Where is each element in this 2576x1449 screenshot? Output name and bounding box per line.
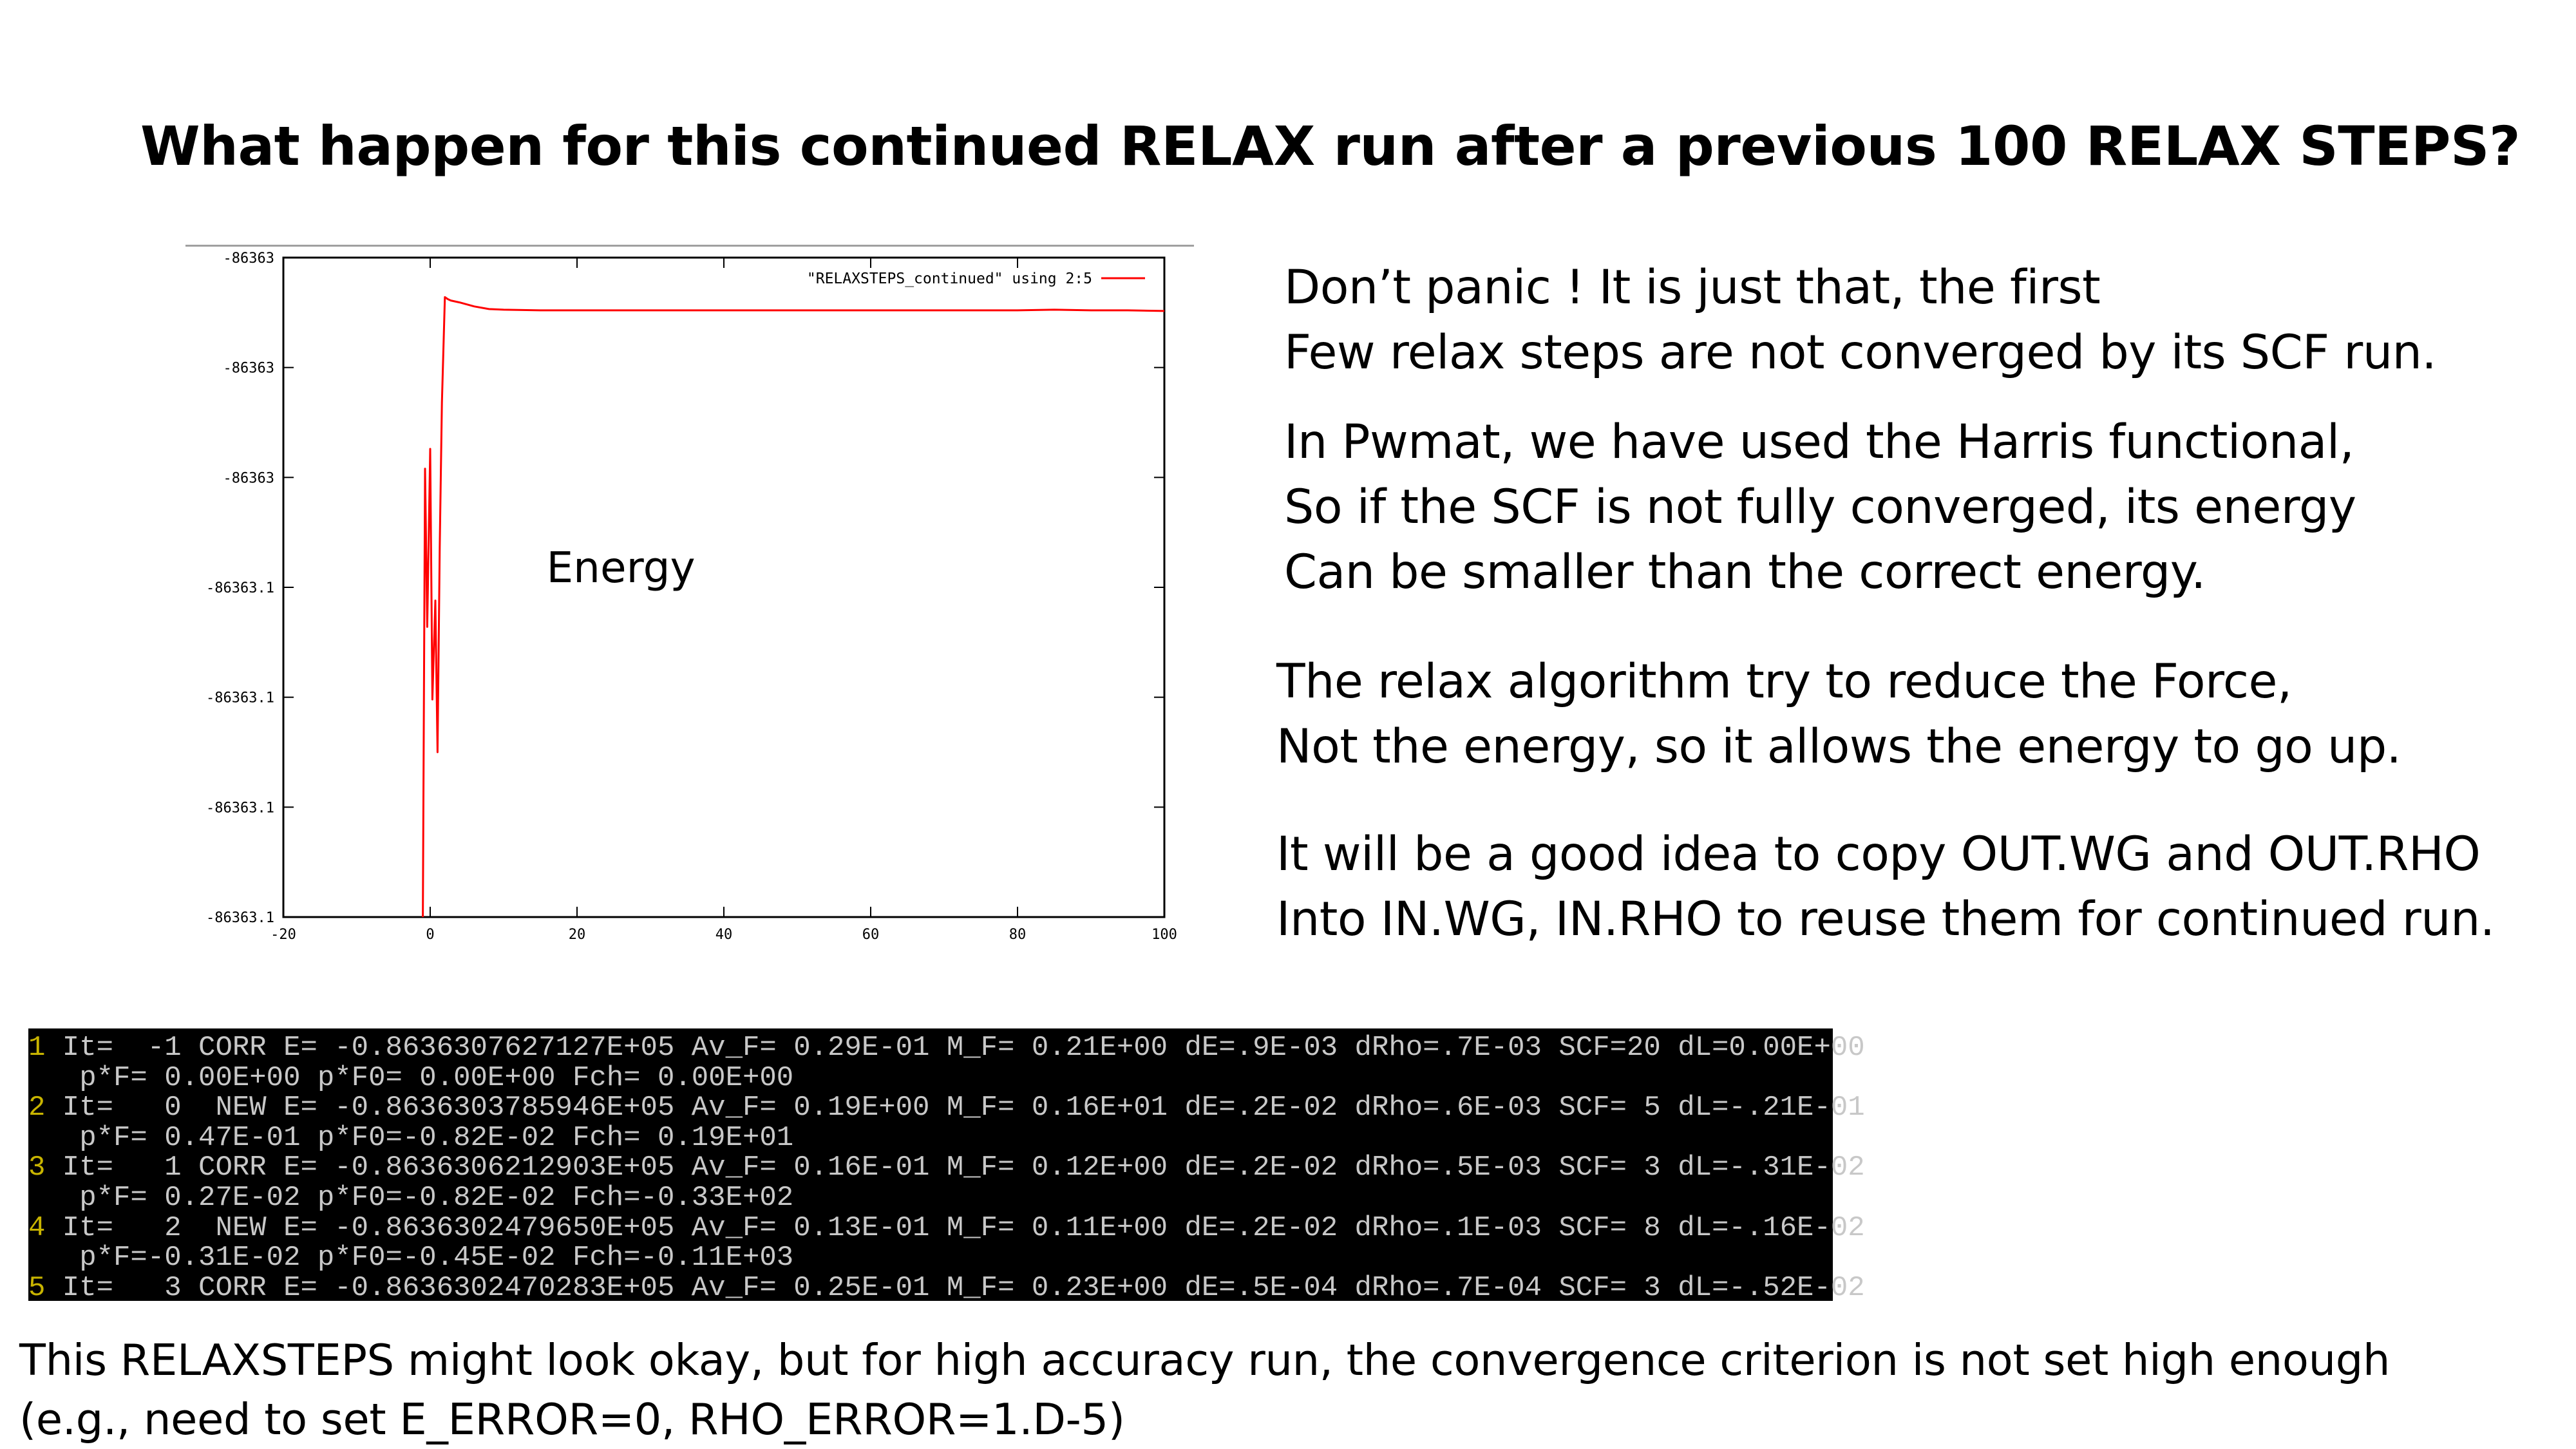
footer-line: (e.g., need to set E_ERROR=0, RHO_ERROR=… [19, 1394, 1125, 1444]
line-text: It= 0 NEW E= -0.8636303785946E+05 Av_F= … [45, 1092, 1865, 1124]
y-tick-label: -86363.1 [206, 690, 274, 706]
line-number: 3 [28, 1151, 46, 1184]
x-tick-label: 100 [1151, 927, 1177, 943]
terminal-line: 1 It= -1 CORR E= -0.8636307627127E+05 Av… [28, 1032, 1865, 1064]
line-number: 4 [28, 1211, 46, 1244]
paragraph-line: Can be smaller than the correct energy. [1284, 545, 2206, 600]
x-tick-label: -20 [270, 927, 296, 943]
terminal-line: p*F= 0.47E-01 p*F0=-0.82E-02 Fch= 0.19E+… [28, 1121, 1833, 1154]
x-tick-label: 0 [426, 927, 434, 943]
terminal-line: p*F= 0.27E-02 p*F0=-0.82E-02 Fch=-0.33E+… [28, 1183, 1833, 1213]
energy-annotation: Energy [546, 543, 695, 592]
plot-frame [282, 256, 1166, 918]
line-text: It= 2 NEW E= -0.8636302479650E+05 Av_F= … [45, 1211, 1865, 1244]
y-tick-label: -86363 [223, 251, 274, 267]
paragraph-line: Into IN.WG, IN.RHO to reuse them for con… [1276, 892, 2495, 947]
paragraph-line: In Pwmat, we have used the Harris functi… [1284, 415, 2354, 469]
x-tick-label: 80 [1009, 927, 1027, 943]
paragraph-line: So if the SCF is not fully converged, it… [1284, 480, 2356, 535]
plot-top-rule [185, 245, 1194, 247]
paragraph-relax-algorithm: The relax algorithm try to reduce the Fo… [1276, 649, 2401, 779]
paragraph-line: The relax algorithm try to reduce the Fo… [1276, 654, 2292, 709]
line-text: It= 1 CORR E= -0.8636306212903E+05 Av_F=… [45, 1151, 1865, 1184]
line-text: p*F= 0.00E+00 p*F0= 0.00E+00 Fch= 0.00E+… [62, 1061, 794, 1094]
footer-note: This RELAXSTEPS might look okay, but for… [19, 1331, 2390, 1449]
line-text: It= 3 CORR E= -0.8636302470283E+05 Av_F=… [45, 1271, 1865, 1304]
paragraph-dont-panic: Don’t panic ! It is just that, the first… [1284, 255, 2437, 385]
line-number: 5 [28, 1271, 46, 1304]
energy-plot: -20 0 20 40 60 80 100 -86363 -86363 -86363 -86363.… [206, 251, 1177, 943]
line-number: 1 [28, 1032, 46, 1064]
footer-line: This RELAXSTEPS might look okay, but for… [19, 1335, 2391, 1385]
paragraph-line: Not the energy, so it allows the energy … [1276, 719, 2401, 774]
line-number: 2 [28, 1092, 46, 1124]
terminal-line: p*F=-0.31E-02 p*F0=-0.45E-02 Fch=-0.11E+… [28, 1243, 1833, 1273]
terminal-line: 4 It= 2 NEW E= -0.8636302479650E+05 Av_F… [28, 1211, 1865, 1244]
terminal-line: 5 It= 3 CORR E= -0.8636302470283E+05 Av_… [28, 1271, 1865, 1304]
paragraph-line: Don’t panic ! It is just that, the first [1284, 260, 2101, 315]
y-tick-label: -86363.1 [206, 910, 274, 926]
terminal-line: 3 It= 1 CORR E= -0.8636306212903E+05 Av_… [28, 1151, 1865, 1184]
terminal-line: 2 It= 0 NEW E= -0.8636303785946E+05 Av_F… [28, 1092, 1865, 1124]
line-text: p*F= 0.27E-02 p*F0=-0.82E-02 Fch=-0.33E+… [62, 1181, 794, 1214]
y-tick-label: -86363 [223, 361, 274, 377]
x-tick-label: 40 [715, 927, 733, 943]
terminal-output: 1 It= -1 CORR E= -0.8636307627127E+05 Av… [28, 1028, 1865, 1304]
y-tick-label: -86363.1 [206, 800, 274, 816]
line-text: p*F=-0.31E-02 p*F0=-0.45E-02 Fch=-0.11E+… [62, 1242, 794, 1274]
y-tick-label: -86363.1 [206, 580, 274, 596]
line-text: p*F= 0.47E-01 p*F0=-0.82E-02 Fch= 0.19E+… [62, 1121, 794, 1154]
paragraph-line: It will be a good idea to copy OUT.WG an… [1276, 827, 2481, 882]
paragraph-copy-advice: It will be a good idea to copy OUT.WG an… [1276, 822, 2495, 952]
paragraph-line: Few relax steps are not converged by its… [1284, 325, 2437, 380]
slide-title: What happen for this continued RELAX run… [140, 115, 2521, 178]
y-tick-label: -86363 [223, 470, 274, 486]
energy-series-line [422, 296, 1165, 918]
line-text: It= -1 CORR E= -0.8636307627127E+05 Av_F… [45, 1032, 1865, 1064]
paragraph-harris: In Pwmat, we have used the Harris functi… [1284, 410, 2356, 605]
x-tick-label: 60 [862, 927, 880, 943]
terminal-line: p*F= 0.00E+00 p*F0= 0.00E+00 Fch= 0.00E+… [28, 1063, 1833, 1094]
x-tick-label: 20 [569, 927, 586, 943]
legend-label: "RELAXSTEPS_continued" using 2:5 [807, 270, 1092, 287]
